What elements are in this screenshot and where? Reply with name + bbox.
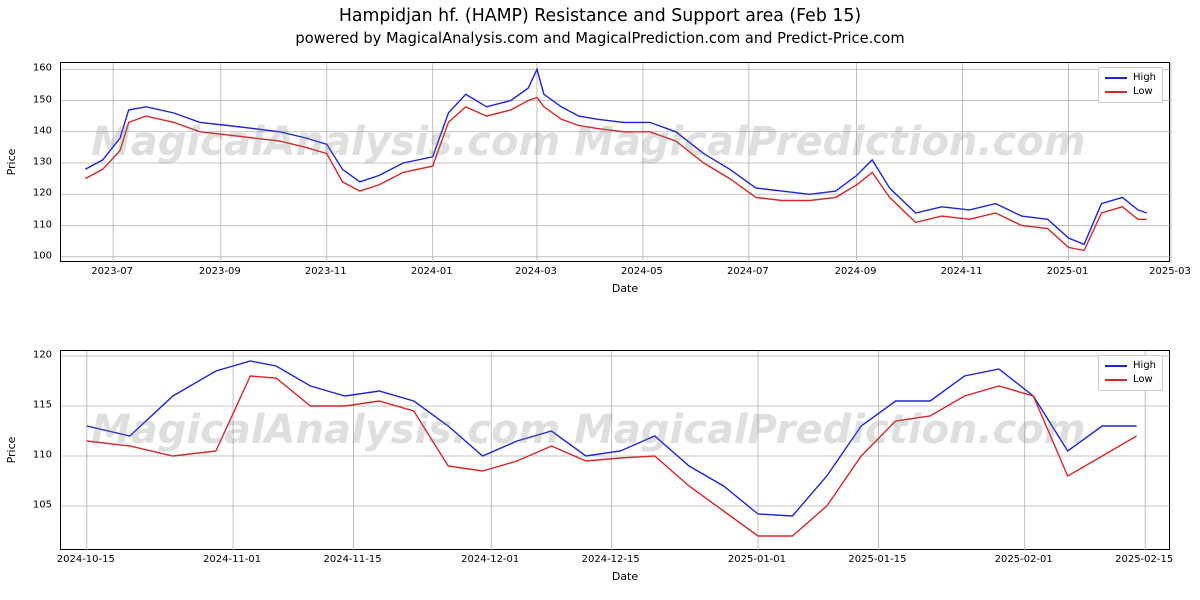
legend-top: HighLow (1098, 67, 1163, 103)
ytick: 120 (12, 188, 52, 199)
xtick: 2025-02-01 (995, 554, 1053, 565)
xtick: 2024-11-01 (203, 554, 261, 565)
ytick: 110 (12, 219, 52, 230)
legend-swatch (1105, 91, 1127, 93)
ytick: 150 (12, 94, 52, 105)
xtick: 2024-03 (515, 266, 557, 277)
legend-item: Low (1105, 373, 1156, 387)
ytick: 100 (12, 250, 52, 261)
xtick: 2025-02-15 (1115, 554, 1173, 565)
xtick: 2024-05 (621, 266, 663, 277)
ytick: 115 (12, 400, 52, 411)
chart-subtitle: powered by MagicalAnalysis.com and Magic… (0, 30, 1200, 47)
xtick: 2025-01 (1047, 266, 1089, 277)
legend-label: Low (1133, 85, 1153, 99)
series-low (85, 97, 1146, 250)
svg-bottom (61, 351, 1171, 551)
series-high (85, 69, 1146, 244)
xtick: 2025-03 (1149, 266, 1191, 277)
xtick: 2023-11 (305, 266, 347, 277)
ytick: 120 (12, 350, 52, 361)
chart-title: Hampidjan hf. (HAMP) Resistance and Supp… (0, 6, 1200, 26)
legend-bottom: HighLow (1098, 355, 1163, 391)
figure: Hampidjan hf. (HAMP) Resistance and Supp… (0, 0, 1200, 600)
ytick: 105 (12, 500, 52, 511)
legend-item: High (1105, 71, 1156, 85)
legend-label: High (1133, 71, 1156, 85)
plot-area-bottom: MagicalAnalysis.com MagicalPrediction.co… (60, 350, 1170, 550)
xtick: 2024-07 (727, 266, 769, 277)
ytick: 110 (12, 450, 52, 461)
xtick: 2024-01 (411, 266, 453, 277)
xtick: 2025-01-15 (848, 554, 906, 565)
xtick: 2024-11 (941, 266, 983, 277)
xtick: 2024-11-15 (323, 554, 381, 565)
ylabel-top: Price (5, 149, 18, 176)
ytick: 140 (12, 125, 52, 136)
xtick: 2024-09 (835, 266, 877, 277)
legend-swatch (1105, 77, 1127, 79)
legend-swatch (1105, 379, 1127, 381)
legend-item: Low (1105, 85, 1156, 99)
xlabel-top: Date (595, 282, 655, 295)
xtick: 2024-12-15 (582, 554, 640, 565)
xtick: 2023-09 (199, 266, 241, 277)
legend-label: High (1133, 359, 1156, 373)
ytick: 130 (12, 157, 52, 168)
legend-item: High (1105, 359, 1156, 373)
legend-swatch (1105, 365, 1127, 367)
xtick: 2023-07 (91, 266, 133, 277)
plot-area-top: MagicalAnalysis.com MagicalPrediction.co… (60, 62, 1170, 262)
legend-label: Low (1133, 373, 1153, 387)
svg-top (61, 63, 1171, 263)
ylabel-bottom: Price (5, 437, 18, 464)
xtick: 2024-12-01 (461, 554, 519, 565)
xlabel-bottom: Date (595, 570, 655, 583)
xtick: 2025-01-01 (728, 554, 786, 565)
ytick: 160 (12, 63, 52, 74)
xtick: 2024-10-15 (57, 554, 115, 565)
